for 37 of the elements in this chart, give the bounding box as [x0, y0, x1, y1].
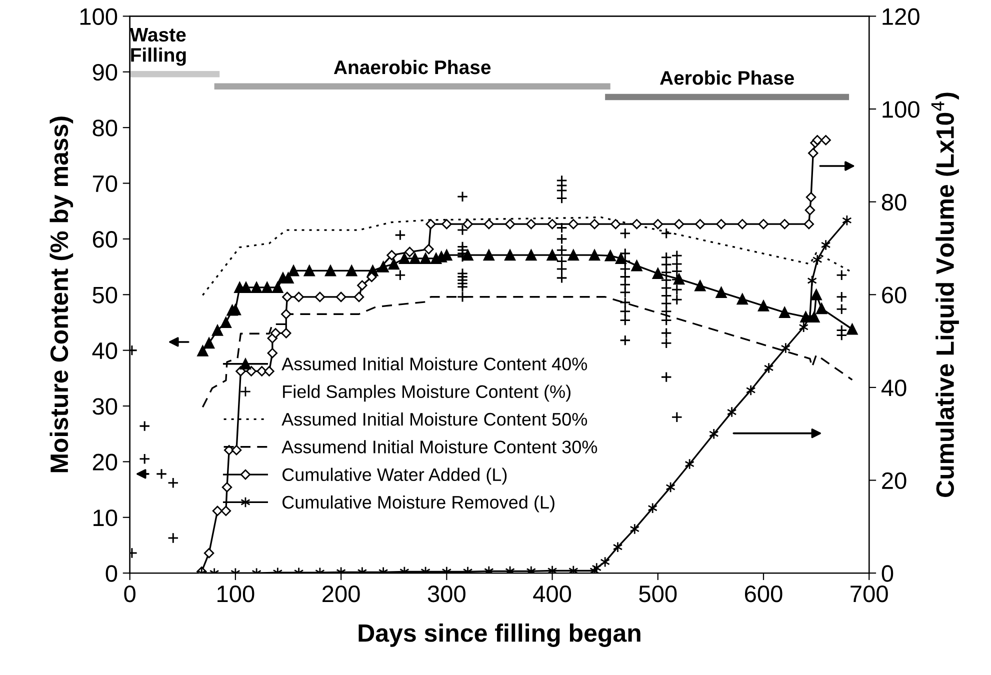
- x-tick-label: 200: [322, 586, 360, 602]
- y2-tick-label: 60: [882, 286, 906, 304]
- legend-label: Assumend Initial Moisture Content 30%: [282, 440, 598, 454]
- y2-axis-title: Cumulative Liquid Volume (Lx10$^{4}$): [931, 92, 959, 497]
- x-tick-label: 600: [745, 586, 782, 602]
- legend-label: Cumulative Water Added (L): [282, 468, 507, 485]
- x-tick-label: 0: [124, 586, 136, 602]
- legend-label: Assumed Initial Moisture Content 50%: [282, 412, 588, 426]
- y-tick-label: 40: [92, 342, 118, 360]
- y-tick-label: 60: [92, 231, 118, 248]
- y-tick-label: 80: [92, 120, 118, 136]
- x-tick-label: 100: [218, 586, 254, 602]
- y-tick-label: 10: [94, 509, 118, 526]
- legend-label: Field Samples Moisture Content (%): [283, 384, 570, 402]
- y2-tick-label: 40: [881, 380, 906, 396]
- x-tick-label: 300: [428, 586, 466, 602]
- x-axis-title: Days since filling began: [358, 624, 640, 647]
- series-label: Aerobic Phase: [660, 70, 794, 85]
- legend-label: Assumed Initial Moisture Content 40%: [282, 357, 588, 370]
- y-tick-label: 70: [92, 175, 118, 192]
- y-tick-label: 20: [92, 454, 118, 470]
- y2-tick-label: 20: [882, 472, 906, 490]
- y-axis-title: Moisture Content (% by mass): [50, 116, 74, 472]
- x-tick-label: 700: [850, 586, 888, 602]
- y2-tick-label: 0: [882, 565, 894, 582]
- series-label: Anaerobic Phase: [334, 60, 491, 74]
- x-tick-label: 400: [533, 586, 572, 602]
- y-tick-label: 50: [92, 286, 118, 304]
- y2-tick-label: 120: [882, 8, 920, 25]
- y2-tick-label: 80: [882, 194, 906, 211]
- y2-tick-label: 100: [882, 101, 920, 118]
- y-tick-label: 90: [92, 64, 118, 81]
- y-tick-label: 30: [92, 398, 118, 415]
- y-tick-label: 0: [106, 565, 118, 582]
- y-tick-label: 100: [80, 8, 118, 25]
- x-tick-label: 500: [639, 586, 677, 602]
- legend-label: Cumulative Moisture Removed (L): [282, 495, 554, 512]
